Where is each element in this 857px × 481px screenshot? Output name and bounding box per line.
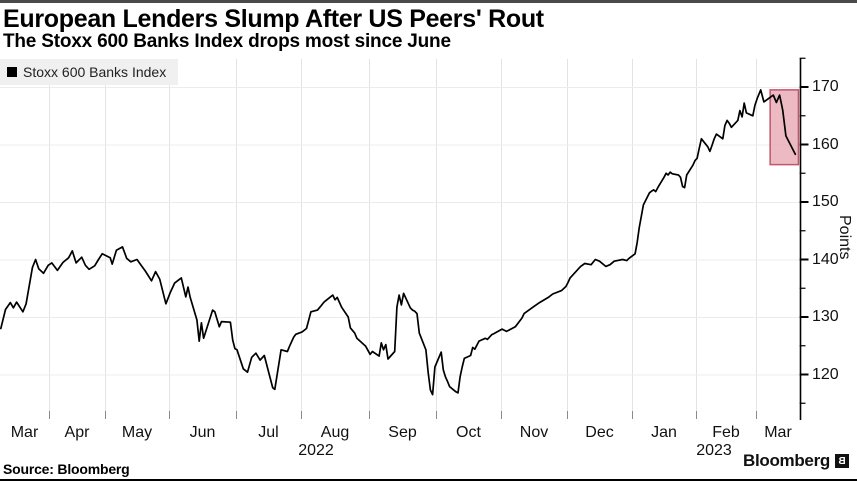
bloomberg-logo: Bloomberg B — [743, 451, 849, 471]
legend-square-marker — [7, 67, 17, 77]
month-label: Jan — [651, 424, 677, 441]
bloomberg-logo-text: Bloomberg — [742, 451, 830, 470]
month-label: Nov — [519, 424, 549, 441]
month-label: Sep — [388, 424, 417, 441]
month-label: Jun — [189, 424, 216, 441]
month-label: Apr — [64, 424, 90, 441]
legend-label: Stoxx 600 Banks Index — [23, 64, 167, 80]
source-label: Source: Bloomberg — [3, 461, 130, 477]
chart-subtitle: The Stoxx 600 Banks Index drops most sin… — [3, 31, 451, 52]
y-tick-label: 120 — [812, 365, 839, 383]
month-label: Jul — [258, 424, 279, 441]
index-line — [0, 89, 797, 396]
y-tick-label: 130 — [812, 308, 839, 325]
legend: Stoxx 600 Banks Index — [0, 59, 179, 85]
chart-title: European Lenders Slump After US Peers' R… — [3, 5, 544, 33]
year-label: 2023 — [696, 442, 732, 459]
bloomberg-tv-icon: B — [835, 454, 849, 468]
bottom-rule — [0, 479, 857, 481]
y-axis-title: Points — [836, 215, 853, 260]
y-tick-label: 170 — [812, 78, 839, 95]
y-tick-label: 140 — [812, 250, 839, 268]
month-label: May — [121, 424, 153, 441]
top-rule — [0, 0, 857, 3]
month-label: Aug — [320, 424, 350, 441]
y-tick-label: 150 — [812, 193, 839, 210]
month-label: Mar — [764, 424, 792, 441]
month-label: Feb — [712, 424, 740, 441]
month-label: Mar — [10, 424, 39, 441]
month-label: Oct — [456, 424, 481, 441]
year-label: 2022 — [298, 442, 334, 459]
month-label: Dec — [585, 424, 614, 441]
y-tick-label: 160 — [812, 135, 839, 153]
